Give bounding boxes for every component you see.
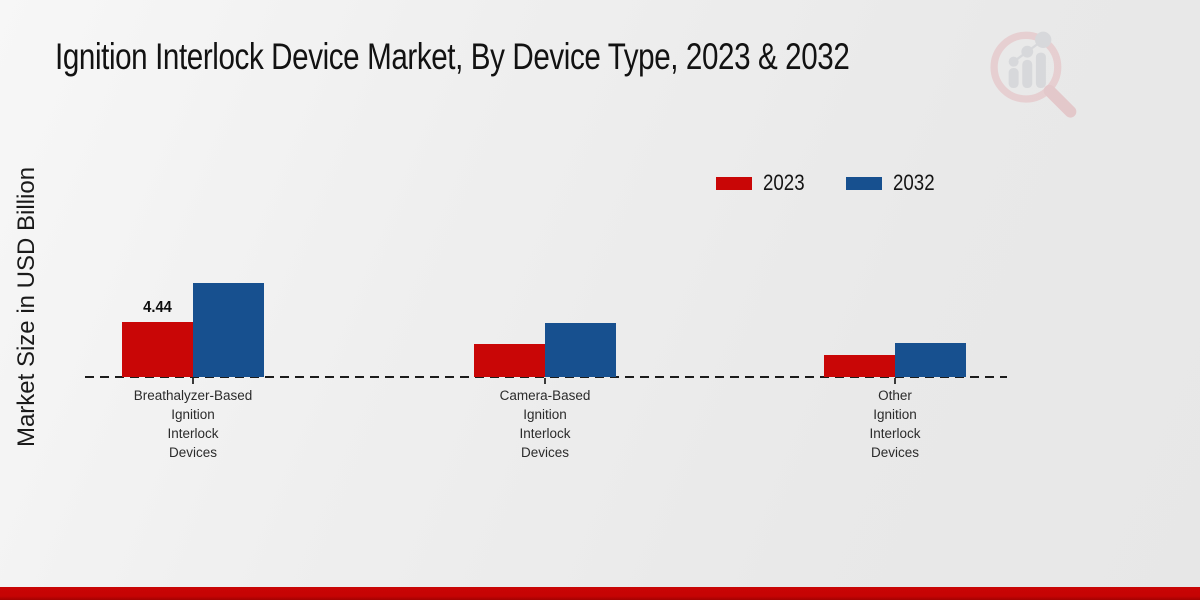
legend-item-2023: 2023 [716, 170, 812, 196]
legend-item-2032: 2032 [845, 170, 942, 196]
bar-2023-1 [122, 322, 193, 377]
x-axis-tick [894, 378, 896, 384]
bar-2023-2 [474, 344, 545, 377]
bar-value-label: 4.44 [143, 299, 172, 316]
bar-2023-3 [824, 355, 895, 377]
magnifier-bar-chart-logo-icon [990, 31, 1077, 118]
bar-2032-3 [895, 343, 966, 377]
legend: 2023 2032 [716, 170, 942, 196]
legend-label-2023: 2023 [763, 170, 805, 195]
legend-label-2032: 2032 [892, 170, 935, 195]
bar-2032-2 [545, 323, 616, 377]
category-label-1: Breathalyzer-Based Ignition Interlock Devic… [133, 388, 253, 460]
zero-baseline [85, 376, 1007, 378]
bar-2032-1 [193, 283, 264, 377]
chart-title: Ignition Interlock Device Market, By Dev… [55, 36, 850, 77]
legend-swatch-2023-icon [716, 176, 752, 190]
legend-swatch-2032-icon [845, 176, 882, 190]
footer-red-strip [0, 587, 1200, 600]
category-label-3: Other Ignition Interlock Devices [869, 388, 921, 460]
x-axis-tick [544, 378, 546, 384]
x-axis-tick [192, 378, 194, 384]
category-label-2: Camera-Based Ignition Interlock Devices [499, 388, 591, 460]
